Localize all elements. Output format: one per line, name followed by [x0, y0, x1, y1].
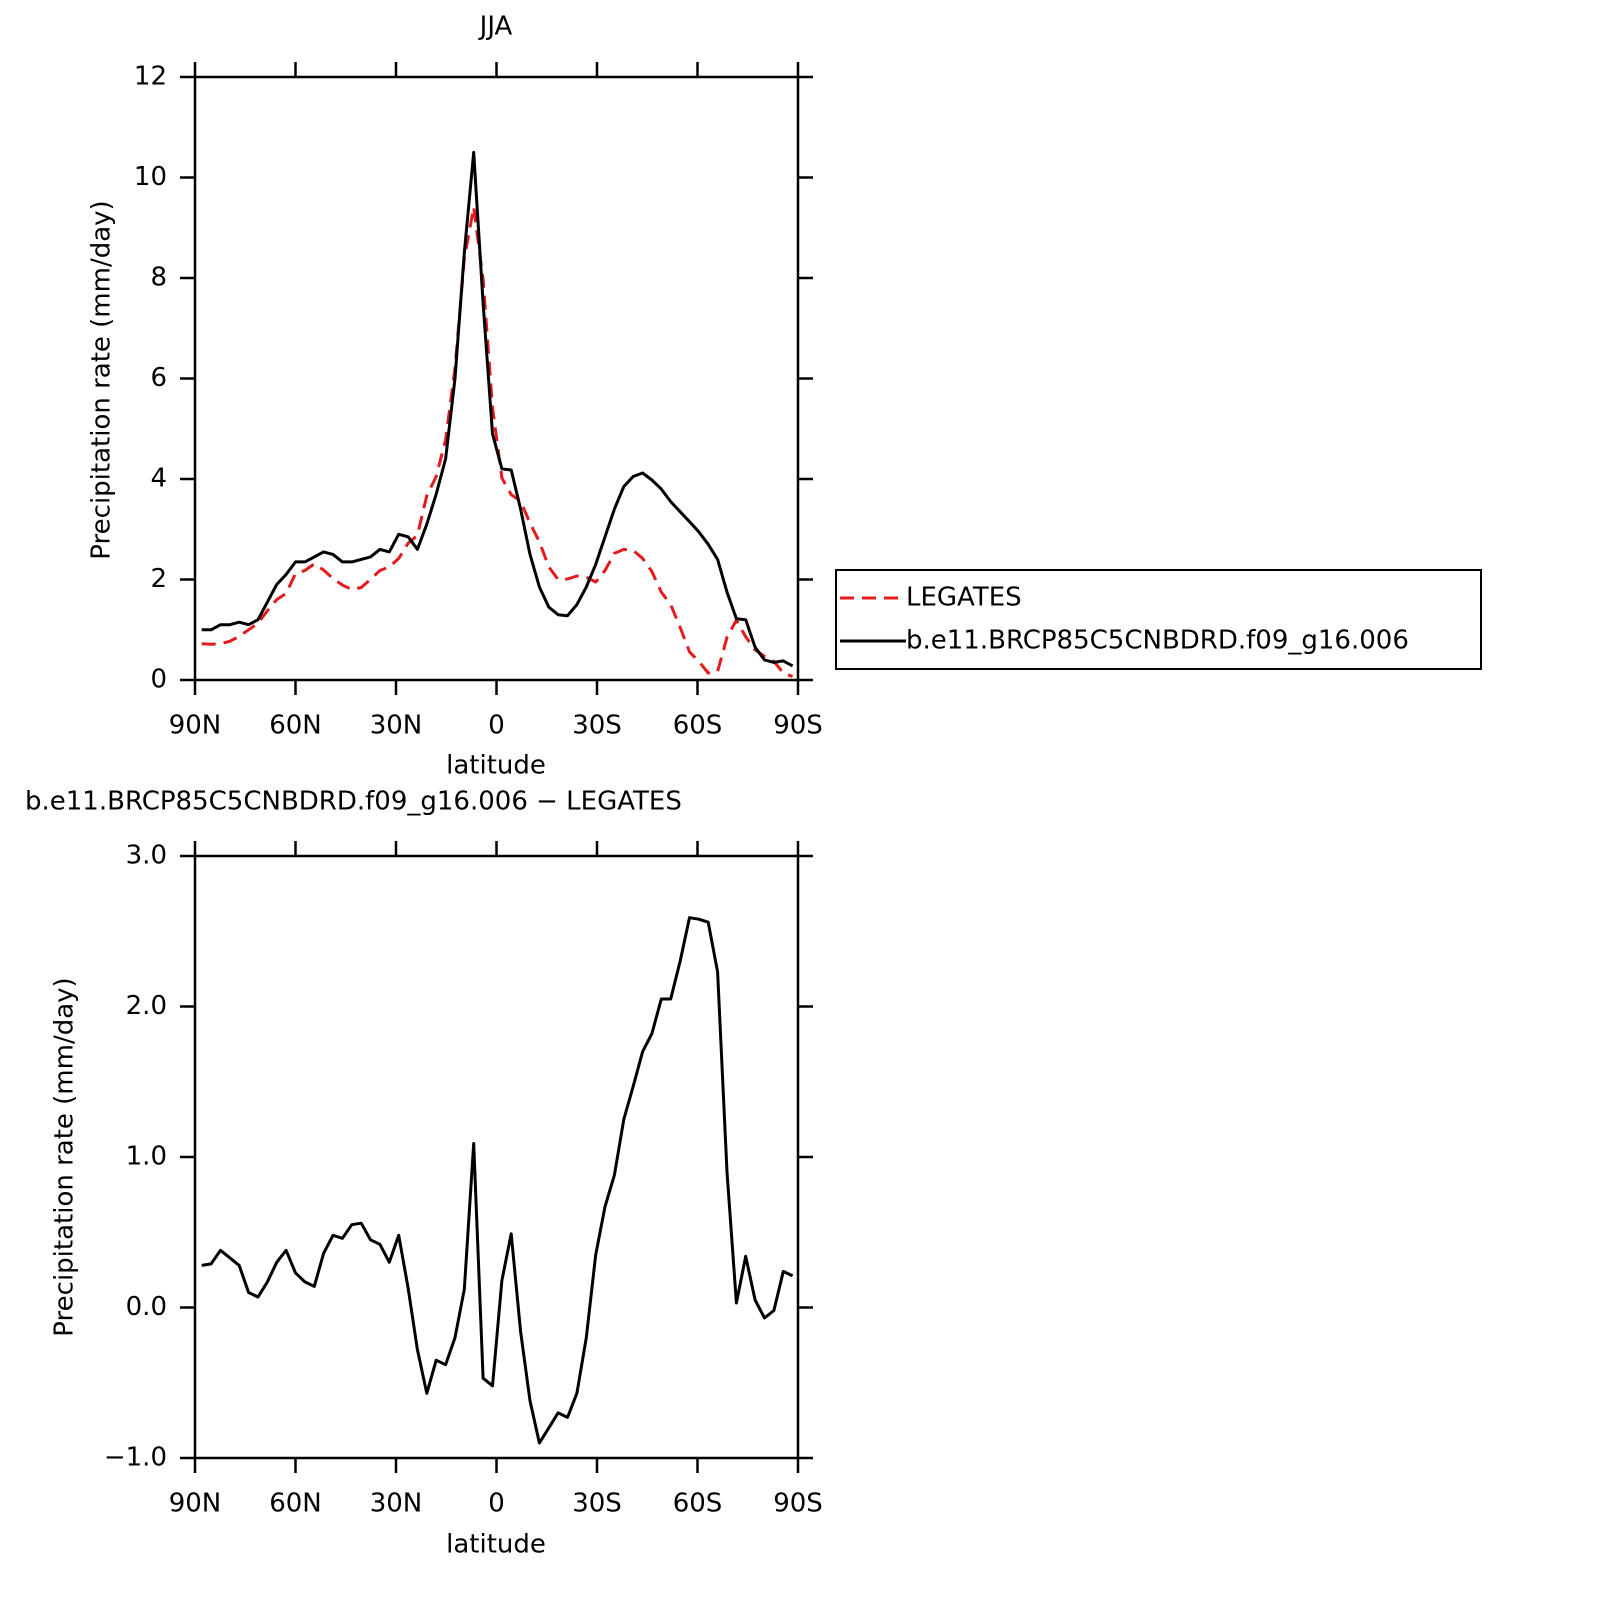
y-tick-label: 2.0 — [126, 991, 167, 1021]
plot-frame — [193, 75, 800, 682]
chart-title: JJA — [478, 12, 513, 42]
x-tick-label: 30N — [370, 1489, 423, 1519]
x-tick-label: 30S — [572, 711, 622, 741]
x-tick-label: 90N — [169, 711, 222, 741]
y-axis-label: Precipitation rate (mm/day) — [87, 200, 117, 559]
x-tick-label: 90S — [773, 1489, 823, 1519]
x-tick-label: 30S — [572, 1489, 622, 1519]
y-tick-label: 2 — [150, 564, 167, 594]
y-tick-label: −1.0 — [104, 1443, 167, 1473]
x-tick-label: 30N — [370, 711, 423, 741]
x-axis-label: latitude — [446, 751, 546, 781]
y-tick-label: 8 — [150, 263, 167, 293]
data-line — [201, 205, 794, 678]
y-tick-label: 0.0 — [126, 1292, 167, 1322]
data-line — [201, 916, 794, 1445]
x-tick-label: 60N — [269, 1489, 322, 1519]
y-tick-label: 10 — [134, 162, 167, 192]
x-axis-label: latitude — [446, 1530, 546, 1560]
legend-label: LEGATES — [906, 583, 1022, 613]
y-tick-label: 4 — [150, 464, 167, 494]
legend-label: b.e11.BRCP85C5CNBDRD.f09_g16.006 — [906, 626, 1409, 656]
x-tick-label: 90N — [169, 1489, 222, 1519]
x-tick-label: 60S — [673, 1489, 723, 1519]
plot-frame — [193, 854, 800, 1460]
x-tick-label: 60S — [673, 711, 723, 741]
y-tick-label: 12 — [134, 62, 167, 92]
data-line — [201, 150, 794, 668]
x-tick-label: 90S — [773, 711, 823, 741]
legend-box — [835, 569, 1482, 670]
chart-title: b.e11.BRCP85C5CNBDRD.f09_g16.006 − LEGAT… — [25, 787, 682, 817]
x-tick-label: 60N — [269, 711, 322, 741]
y-tick-label: 1.0 — [126, 1142, 167, 1172]
x-tick-label: 0 — [488, 1489, 505, 1519]
y-tick-label: 0 — [150, 665, 167, 695]
x-tick-label: 0 — [488, 711, 505, 741]
y-axis-label: Precipitation rate (mm/day) — [50, 977, 80, 1336]
y-tick-label: 6 — [150, 363, 167, 393]
y-tick-label: 3.0 — [126, 841, 167, 871]
